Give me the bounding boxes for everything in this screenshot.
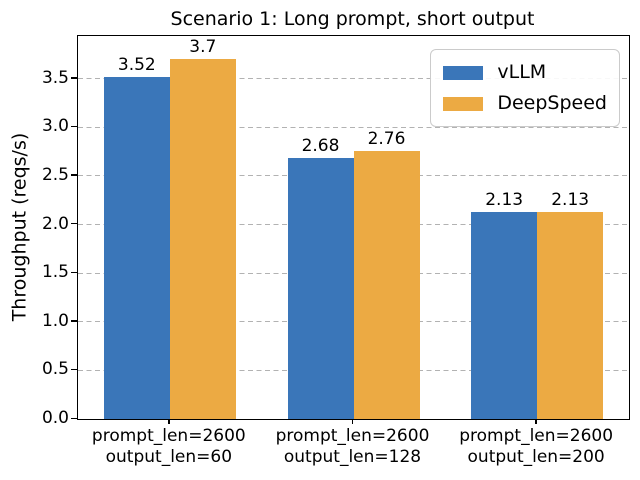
bar-vllm-group1: [103, 76, 170, 419]
x-tick-mark: [168, 418, 170, 424]
legend: vLLM DeepSpeed: [430, 49, 620, 127]
y-tick-label: 0.0: [41, 408, 69, 428]
y-tick-mark: [71, 271, 77, 274]
legend-swatch: [443, 96, 484, 111]
bar-value-label: 2.13: [551, 189, 590, 210]
y-tick-label: 2.0: [41, 213, 69, 234]
bar-vllm-group3: [471, 211, 538, 419]
bar-value-label: 2.68: [301, 136, 340, 157]
y-tick-label: 3.5: [41, 67, 69, 88]
y-tick-mark: [71, 320, 77, 322]
y-tick-mark: [71, 77, 77, 79]
x-tick-label: prompt_len=2600 output_len=128: [275, 426, 430, 467]
bar-deepspeed-group1: [169, 59, 236, 419]
bar-value-label: 2.13: [485, 189, 524, 210]
legend-item: vLLM: [443, 57, 607, 88]
y-tick-mark: [71, 223, 77, 225]
x-tick-mark: [535, 418, 537, 424]
bar-value-label: 2.76: [367, 128, 406, 149]
y-tick-mark: [71, 174, 77, 176]
bar-value-label: 3.7: [189, 37, 217, 58]
y-tick-label: 1.0: [41, 310, 69, 331]
bar-deepspeed-group3: [537, 211, 604, 419]
y-tick-label: 0.5: [41, 359, 69, 380]
chart-title: Scenario 1: Long prompt, short output: [170, 8, 535, 30]
bar-value-label: 3.52: [117, 54, 156, 75]
y-tick-label: 3.0: [41, 116, 69, 137]
y-tick-label: 1.5: [41, 262, 69, 283]
bar-deepspeed-group2: [353, 150, 420, 419]
x-tick-label: prompt_len=2600 output_len=200: [459, 426, 614, 467]
bar-vllm-group2: [287, 158, 354, 419]
x-tick-label: prompt_len=2600 output_len=60: [91, 426, 246, 467]
legend-swatch: [443, 65, 484, 80]
y-tick-mark: [71, 368, 77, 371]
y-tick-mark: [71, 417, 77, 419]
legend-label: vLLM: [497, 61, 547, 83]
y-tick-mark: [71, 125, 77, 128]
legend-label: DeepSpeed: [497, 92, 607, 114]
legend-item: DeepSpeed: [443, 88, 607, 119]
plot-area: vLLM DeepSpeed 3.52 2.68 2.13 3.7 2.76 2.13: [77, 35, 630, 420]
y-tick-label: 2.5: [41, 164, 69, 185]
x-tick-mark: [351, 418, 354, 424]
gridline: [78, 78, 629, 80]
gridline: [78, 126, 629, 128]
